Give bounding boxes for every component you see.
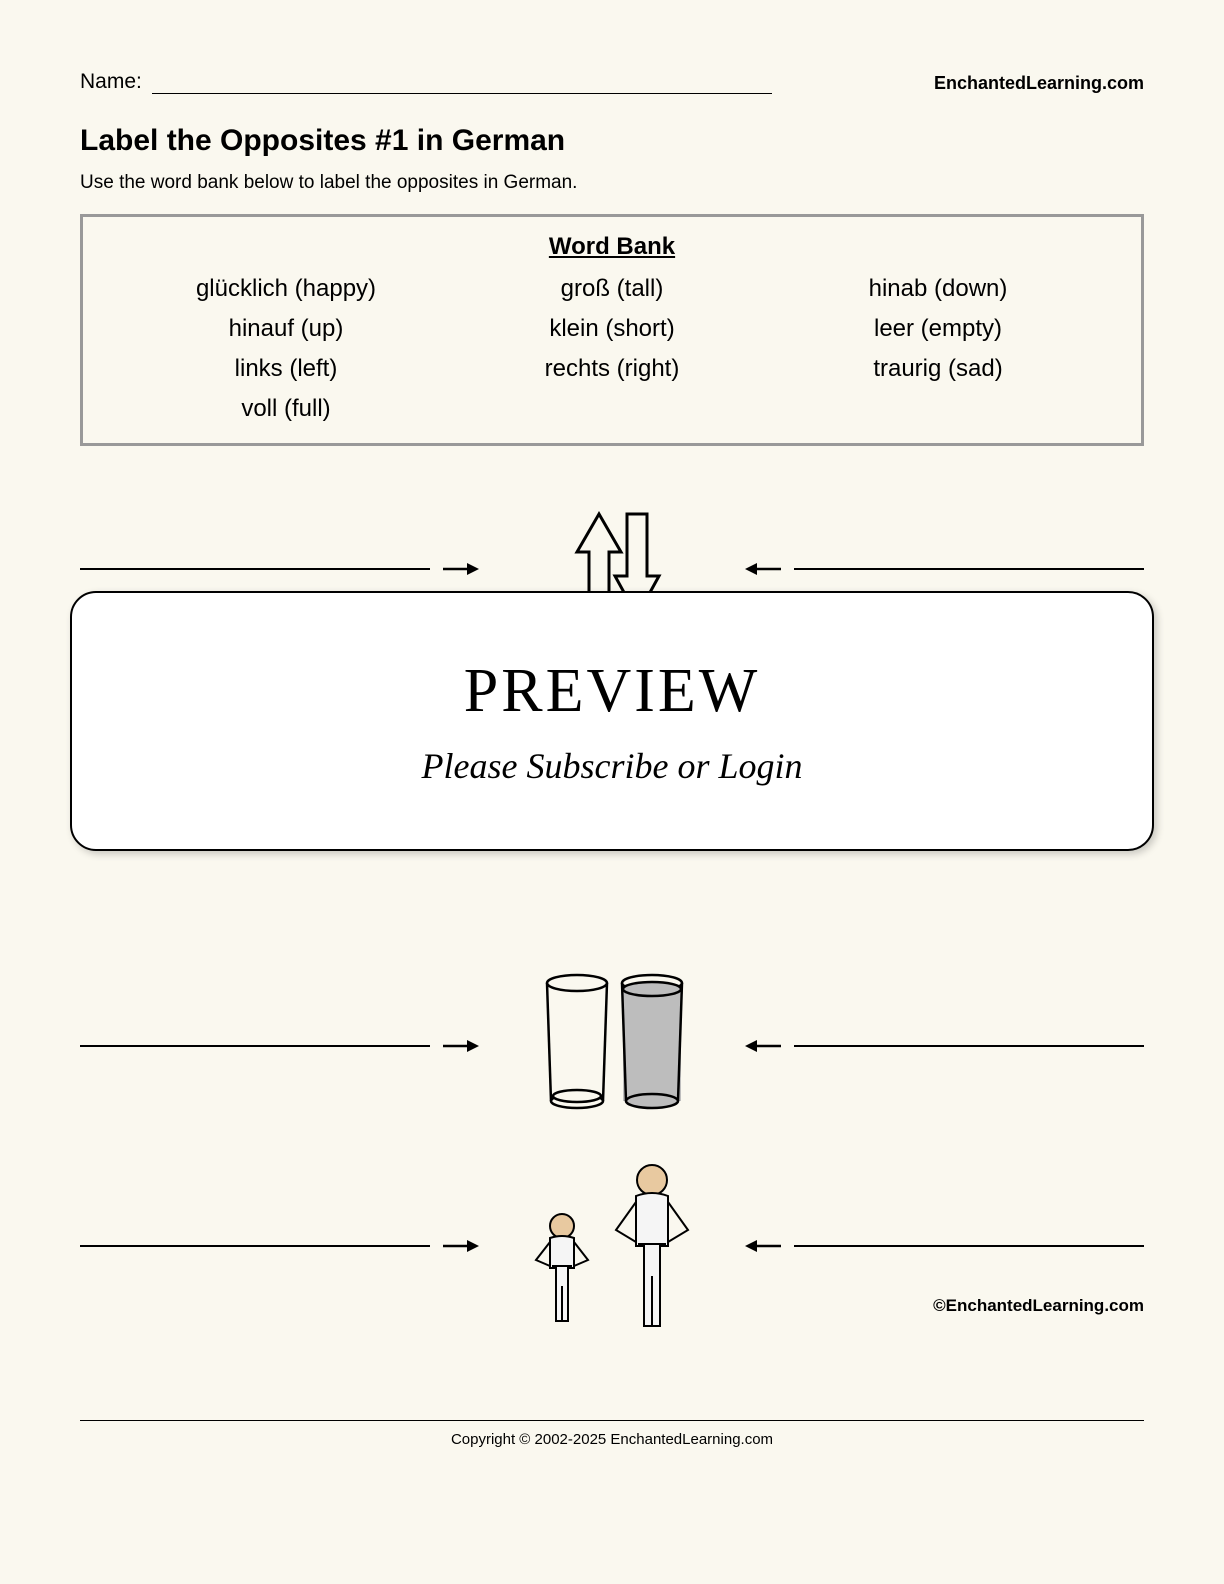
word-bank-item	[775, 395, 1101, 423]
word-bank-item: hinauf (up)	[123, 315, 449, 343]
word-bank-title: Word Bank	[123, 233, 1101, 261]
word-bank: Word Bank glücklich (happy) groß (tall) …	[80, 214, 1144, 446]
word-bank-item: links (left)	[123, 355, 449, 383]
header: Name: EnchantedLearning.com	[80, 70, 1144, 94]
answer-line[interactable]	[80, 568, 430, 570]
people-icon	[492, 1156, 732, 1336]
site-brand: EnchantedLearning.com	[934, 73, 1144, 94]
arrow-right-icon	[443, 1036, 479, 1056]
word-bank-item: traurig (sad)	[775, 355, 1101, 383]
preview-title: PREVIEW	[464, 656, 761, 727]
answer-line[interactable]	[80, 1245, 430, 1247]
page-title: Label the Opposites #1 in German	[80, 124, 1144, 158]
name-label: Name:	[80, 70, 142, 94]
answer-line[interactable]	[794, 1045, 1144, 1047]
arrow-left-icon	[745, 1036, 781, 1056]
arrow-left-icon	[745, 559, 781, 579]
name-input-line[interactable]	[152, 72, 772, 94]
word-bank-item	[449, 395, 775, 423]
answer-line[interactable]	[794, 1245, 1144, 1247]
word-bank-item: hinab (down)	[775, 275, 1101, 303]
word-bank-item: groß (tall)	[449, 275, 775, 303]
arrow-right-icon	[443, 1236, 479, 1256]
preview-subtitle: Please Subscribe or Login	[422, 745, 803, 787]
word-bank-item: voll (full)	[123, 395, 449, 423]
answer-line[interactable]	[794, 568, 1144, 570]
word-bank-item: klein (short)	[449, 315, 775, 343]
arrow-right-icon	[443, 559, 479, 579]
word-bank-item: rechts (right)	[449, 355, 775, 383]
answer-line[interactable]	[80, 1045, 430, 1047]
preview-overlay: PREVIEW Please Subscribe or Login	[70, 591, 1154, 851]
footer-copyright: Copyright © 2002-2025 EnchantedLearning.…	[80, 1420, 1144, 1448]
copyright-inline: ©EnchantedLearning.com	[933, 1296, 1144, 1316]
word-bank-item: leer (empty)	[775, 315, 1101, 343]
arrow-left-icon	[745, 1236, 781, 1256]
label-row	[80, 971, 1144, 1121]
activity-area: PREVIEW Please Subscribe or Login ©Encha…	[80, 476, 1144, 1306]
glasses-icon	[492, 971, 732, 1121]
instructions: Use the word bank below to label the opp…	[80, 172, 1144, 194]
word-bank-item: glücklich (happy)	[123, 275, 449, 303]
